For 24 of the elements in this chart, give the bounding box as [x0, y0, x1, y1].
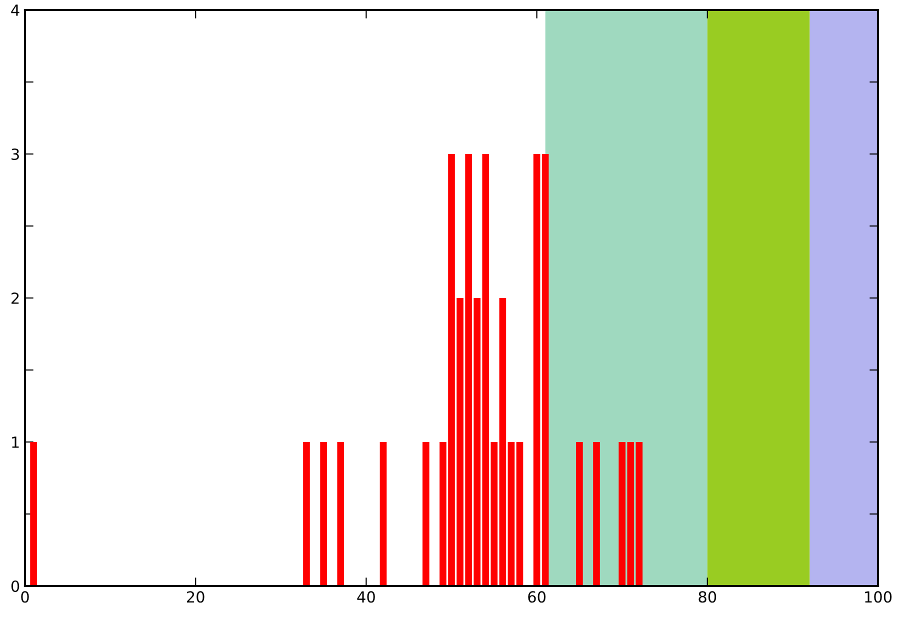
bar [422, 442, 430, 586]
x-tick-label: 60 [528, 591, 546, 603]
bar [576, 442, 583, 586]
bar [508, 442, 515, 586]
y-tick-label: 0 [11, 580, 20, 592]
x-tick-label: 40 [357, 591, 375, 603]
y-tick-label: 2 [12, 292, 19, 304]
y-tick-label: 3 [12, 148, 19, 160]
bar [516, 442, 524, 586]
bar [320, 442, 327, 586]
bar [542, 154, 549, 586]
bar [380, 442, 387, 586]
bar [593, 442, 600, 586]
bar [499, 298, 506, 586]
x-tick-label: 0 [21, 591, 29, 603]
bar [303, 442, 310, 586]
x-tick-label: 20 [187, 591, 204, 603]
bar [30, 442, 37, 586]
bar [533, 154, 540, 586]
x-tick-label: 80 [698, 591, 716, 603]
y-tick-label: 1 [12, 436, 19, 448]
bar [337, 442, 344, 586]
y-tick-label: 4 [11, 4, 20, 16]
x-tick-label: 100 [865, 591, 892, 603]
